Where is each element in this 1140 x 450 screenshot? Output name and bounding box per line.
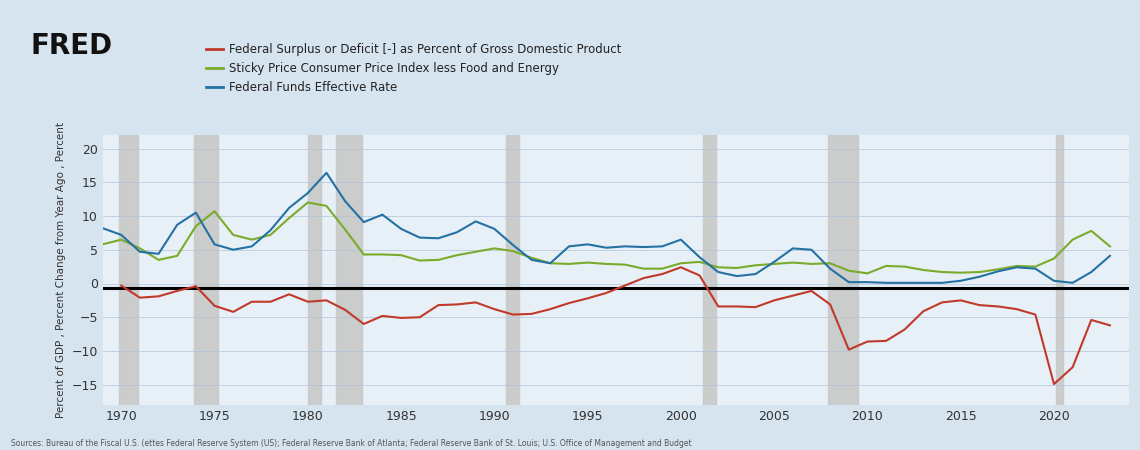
Bar <box>505 135 519 405</box>
Bar <box>120 135 138 405</box>
Bar <box>1056 135 1064 405</box>
Bar <box>336 135 361 405</box>
Y-axis label: Percent of GDP , Percent Change from Year Ago , Percent: Percent of GDP , Percent Change from Yea… <box>56 122 66 418</box>
Bar <box>194 135 218 405</box>
Bar <box>308 135 320 405</box>
Text: FRED: FRED <box>31 32 113 60</box>
Bar <box>829 135 858 405</box>
Text: Sources: Bureau of the Fiscal U.S. (ettes Federal Reserve System (US); Federal R: Sources: Bureau of the Fiscal U.S. (ette… <box>11 439 692 448</box>
Bar <box>703 135 716 405</box>
Legend: Federal Surplus or Deficit [-] as Percent of Gross Domestic Product, Sticky Pric: Federal Surplus or Deficit [-] as Percen… <box>201 38 626 99</box>
